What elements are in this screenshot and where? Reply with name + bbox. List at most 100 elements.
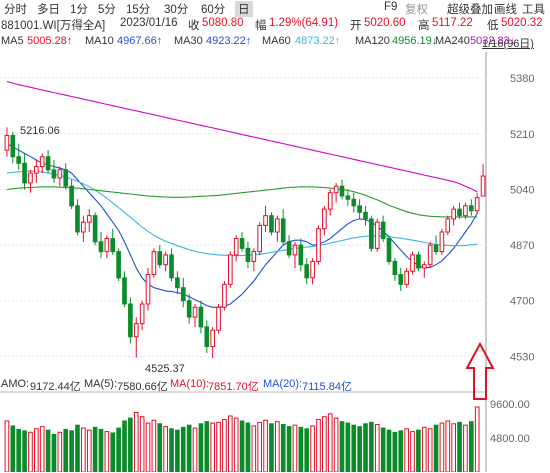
period-tab-30min[interactable]: 30分 bbox=[164, 4, 189, 16]
volume-bar bbox=[345, 422, 351, 472]
quote-bar: 881001.WI[万得全A] 2023/01/16 收 5080.80 幅 1… bbox=[0, 17, 550, 33]
volume-bar bbox=[392, 431, 398, 472]
volume-tick-label: 9600.00 bbox=[490, 399, 530, 411]
volume-bar bbox=[310, 425, 315, 472]
candle bbox=[233, 235, 239, 262]
tools-button[interactable]: 工具 bbox=[522, 4, 545, 16]
volume-bar bbox=[57, 431, 63, 472]
candle bbox=[363, 205, 368, 226]
period-tab-multiday[interactable]: 多日 bbox=[37, 4, 60, 16]
volume-bar bbox=[180, 426, 186, 472]
volume-bar bbox=[374, 423, 380, 472]
volume-bar bbox=[192, 427, 198, 472]
volume-area bbox=[0, 391, 486, 472]
period-tab-fenshi[interactable]: 分时 bbox=[4, 4, 27, 16]
volume-bar bbox=[39, 426, 45, 472]
ma120-label: MA120 bbox=[355, 35, 390, 47]
candle bbox=[316, 225, 321, 265]
candle bbox=[421, 261, 427, 278]
candle bbox=[427, 241, 433, 268]
period-tab-5min[interactable]: 5分 bbox=[98, 4, 116, 16]
candle bbox=[310, 258, 315, 285]
candle-body bbox=[374, 221, 380, 249]
candle-body bbox=[369, 218, 374, 249]
price-tick-label: 4700 bbox=[510, 296, 534, 308]
volume-bar bbox=[286, 426, 292, 472]
volume-bar bbox=[410, 431, 415, 472]
candle-body bbox=[433, 244, 439, 253]
volume-bar bbox=[292, 424, 298, 472]
candle bbox=[451, 205, 456, 226]
candle bbox=[169, 248, 174, 282]
amo-value: 9172.44亿 bbox=[30, 381, 81, 393]
candle bbox=[345, 189, 351, 206]
candle-body bbox=[310, 260, 315, 279]
candle bbox=[251, 248, 257, 272]
price-tick-label: 5210 bbox=[510, 129, 534, 141]
candle-body bbox=[39, 156, 45, 168]
candle bbox=[327, 189, 333, 216]
candle-body bbox=[210, 329, 215, 348]
candle-body bbox=[227, 254, 233, 285]
candle-body bbox=[298, 244, 304, 266]
period-tab-15min[interactable]: 15分 bbox=[126, 4, 151, 16]
amo-ma5-value: 7580.66亿 bbox=[117, 381, 168, 393]
volume-bar bbox=[339, 421, 345, 472]
candle-body bbox=[380, 221, 386, 240]
candle bbox=[86, 209, 92, 232]
period-tab-day[interactable]: 日 bbox=[235, 1, 253, 17]
candle bbox=[204, 320, 210, 354]
annotations: 5216.06 4525.37 bbox=[20, 125, 185, 375]
open-value: 5020.60 bbox=[364, 17, 406, 29]
volume-bar bbox=[157, 423, 163, 472]
candle bbox=[192, 304, 198, 327]
candle bbox=[104, 235, 110, 259]
candle-body bbox=[45, 156, 51, 171]
draw-line-button[interactable]: 画线 bbox=[494, 4, 517, 16]
low-annotation: 4525.37 bbox=[145, 363, 185, 375]
quote-date: 2023/01/16 bbox=[120, 17, 178, 29]
candle-body bbox=[192, 306, 198, 318]
candle-body bbox=[204, 326, 210, 348]
candle-body bbox=[22, 162, 27, 184]
volume-bar bbox=[116, 427, 121, 472]
candle bbox=[151, 248, 157, 278]
volume-bar bbox=[163, 426, 168, 472]
date-range[interactable]: 1/16(96日) bbox=[482, 38, 534, 50]
volume-bar bbox=[4, 420, 10, 472]
candle bbox=[433, 235, 439, 255]
volume-bar bbox=[275, 421, 280, 472]
candle bbox=[322, 205, 327, 236]
volume-bar bbox=[404, 428, 409, 472]
volume-bar bbox=[204, 421, 210, 472]
candle-body bbox=[198, 306, 204, 328]
period-tab-60min[interactable]: 60分 bbox=[201, 4, 226, 16]
volume-tick-label: 4800.00 bbox=[490, 433, 530, 445]
candle bbox=[275, 215, 280, 242]
candle-body bbox=[363, 211, 368, 220]
super-overlay-button[interactable]: 超级叠加 bbox=[447, 4, 493, 16]
price-grid bbox=[0, 52, 487, 472]
candle-body bbox=[357, 205, 362, 213]
ma60-label: MA60 bbox=[262, 35, 291, 47]
fuquan-button[interactable]: 复权 bbox=[405, 4, 428, 16]
candle bbox=[333, 182, 339, 203]
candle bbox=[51, 160, 57, 183]
candle-body bbox=[427, 244, 433, 266]
candle bbox=[245, 241, 251, 268]
volume-bar bbox=[128, 417, 133, 472]
volume-bar bbox=[468, 421, 474, 472]
candle-body bbox=[451, 208, 456, 220]
candle bbox=[210, 326, 215, 358]
candle-body bbox=[10, 134, 16, 158]
volume-bar bbox=[398, 430, 404, 472]
volume-bar bbox=[16, 428, 22, 472]
candle-body bbox=[257, 224, 263, 253]
f9-button[interactable]: F9 bbox=[384, 1, 398, 13]
close-value: 5080.80 bbox=[202, 17, 244, 29]
volume-bar bbox=[145, 422, 151, 472]
candle bbox=[263, 205, 268, 232]
period-tab-1min[interactable]: 1分 bbox=[70, 4, 88, 16]
candle bbox=[351, 192, 357, 213]
